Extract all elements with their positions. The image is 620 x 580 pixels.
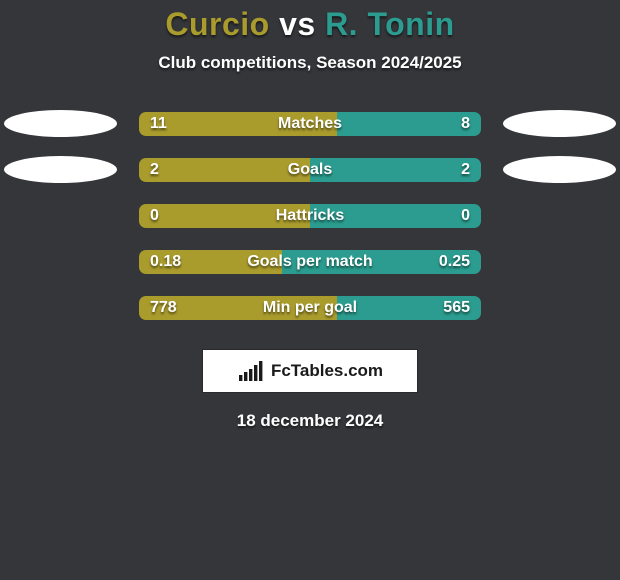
stat-label: Min per goal bbox=[139, 296, 481, 320]
brand-box: FcTables.com bbox=[202, 349, 418, 393]
title-player1: Curcio bbox=[165, 6, 269, 42]
player-marker-left bbox=[4, 110, 117, 137]
stat-label: Goals bbox=[139, 158, 481, 182]
brand-text: FcTables.com bbox=[271, 361, 383, 381]
stat-label: Hattricks bbox=[139, 204, 481, 228]
stats-chart: 118Matches22Goals00Hattricks0.180.25Goal… bbox=[0, 101, 620, 331]
stat-label: Goals per match bbox=[139, 250, 481, 274]
date: 18 december 2024 bbox=[0, 411, 620, 431]
title-vs: vs bbox=[279, 6, 316, 42]
barchart-icon bbox=[237, 360, 265, 382]
stat-label: Matches bbox=[139, 112, 481, 136]
subtitle: Club competitions, Season 2024/2025 bbox=[0, 53, 620, 73]
stat-row: 0.180.25Goals per match bbox=[0, 239, 620, 285]
title-player2: R. Tonin bbox=[325, 6, 455, 42]
player-marker-right bbox=[503, 110, 616, 137]
title: Curcio vs R. Tonin bbox=[0, 0, 620, 43]
player-marker-left bbox=[4, 156, 117, 183]
stat-row: 00Hattricks bbox=[0, 193, 620, 239]
stat-row: 118Matches bbox=[0, 101, 620, 147]
stat-row: 22Goals bbox=[0, 147, 620, 193]
player-marker-right bbox=[503, 156, 616, 183]
stat-row: 778565Min per goal bbox=[0, 285, 620, 331]
comparison-card: Curcio vs R. Tonin Club competitions, Se… bbox=[0, 0, 620, 580]
